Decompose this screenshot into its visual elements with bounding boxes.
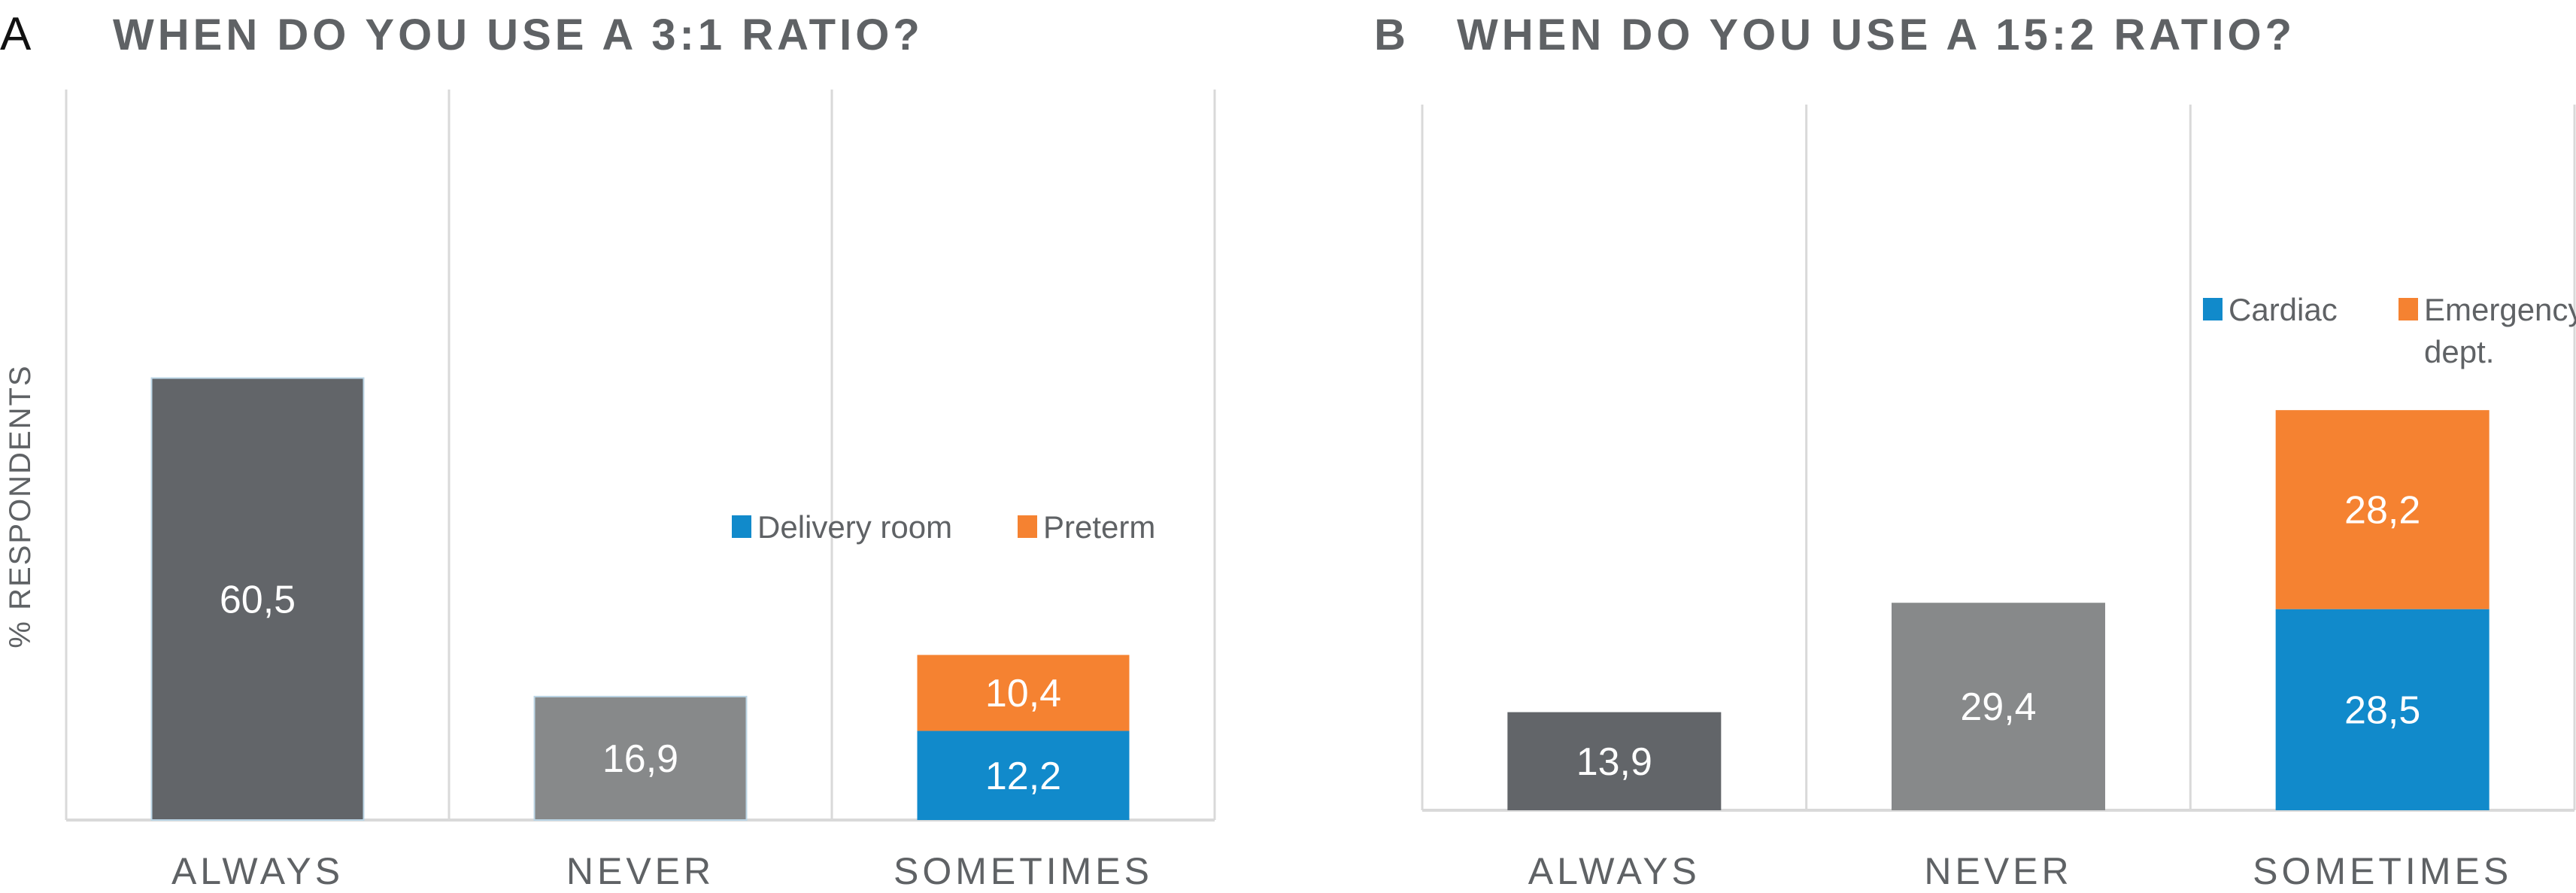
legend-swatch [1018, 515, 1037, 538]
chart-title-b: WHEN DO YOU USE A 15:2 RATIO? [1457, 11, 2295, 59]
legend-label: Delivery room [757, 509, 952, 545]
data-label: 28,5 [2344, 688, 2420, 732]
data-label: 10,4 [985, 672, 1061, 715]
legend-swatch [732, 515, 751, 538]
chart-title-a: WHEN DO YOU USE A 3:1 RATIO? [113, 11, 924, 59]
data-label: 60,5 [220, 578, 296, 621]
stacked-bar-segment [917, 730, 1130, 820]
bar-always [150, 377, 365, 822]
x-tick-label: SOMETIMES [2253, 850, 2512, 892]
panel-label-b: B [1374, 11, 1406, 59]
panel-label-a: A [0, 8, 32, 60]
stacked-bar-segment [2275, 609, 2490, 810]
chart-b: ALWAYS 13,9 NEVER 29,4 SOMETIMES 28,5 28,2 Card… [1421, 105, 2576, 892]
bar-always [1507, 712, 1722, 810]
chart-a: ALWAYS 60,5 NEVER 16,9 SOMETIMES 12,2 10,4 Deli… [65, 90, 1216, 892]
legend-label: Emergency [2424, 292, 2576, 327]
data-label: 29,4 [1960, 685, 2036, 729]
x-tick-label: SOMETIMES [894, 850, 1153, 892]
data-label: 12,2 [985, 755, 1061, 798]
x-tick-label: NEVER [1924, 850, 2072, 892]
stacked-bar-segment [917, 655, 1130, 731]
legend-label: dept. [2424, 334, 2494, 369]
x-tick-label: ALWAYS [171, 850, 344, 892]
stacked-bar-segment [2275, 410, 2490, 609]
data-label: 28,2 [2344, 488, 2420, 532]
data-label: 13,9 [1576, 740, 1652, 784]
x-tick-label: ALWAYS [1528, 850, 1701, 892]
legend-swatch [2399, 298, 2418, 320]
bar-never [1892, 603, 2105, 810]
y-axis-label-a: % RESPONDENTS [4, 364, 37, 648]
legend-label: Preterm [1043, 509, 1155, 545]
legend-label: Cardiac [2229, 292, 2338, 327]
x-tick-label: NEVER [566, 850, 715, 892]
bar-never [533, 695, 748, 821]
data-label: 16,9 [602, 737, 678, 781]
legend-swatch [2203, 298, 2223, 320]
